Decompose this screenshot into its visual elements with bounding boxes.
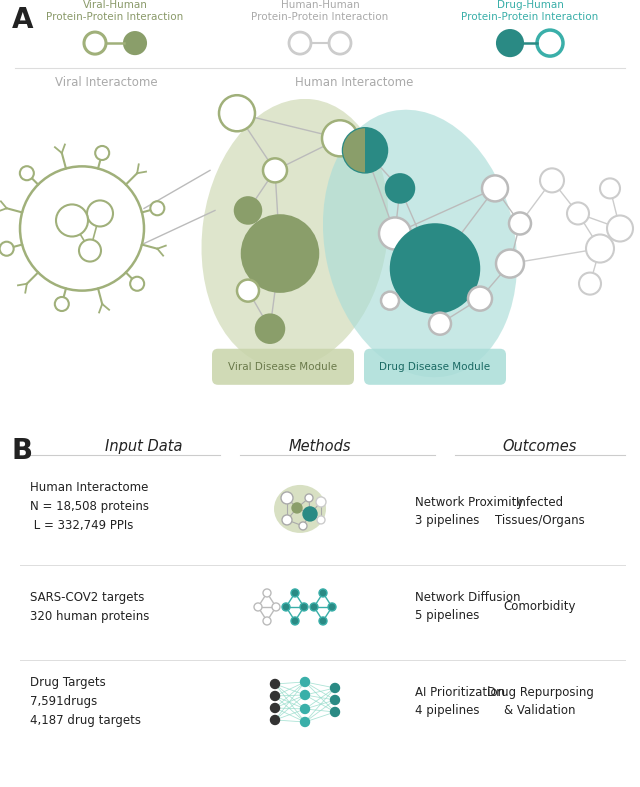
Circle shape [330,683,339,693]
Circle shape [391,224,479,312]
Circle shape [329,32,351,54]
Text: Network Proximity
3 pipelines: Network Proximity 3 pipelines [415,497,524,527]
Circle shape [540,168,564,192]
Circle shape [291,589,299,597]
Circle shape [55,297,69,311]
Circle shape [301,718,310,726]
Circle shape [272,603,280,611]
Text: SARS-COV2 targets
320 human proteins: SARS-COV2 targets 320 human proteins [30,591,149,623]
Circle shape [124,32,146,54]
Circle shape [219,95,255,131]
Text: Viral-Human
Protein-Protein Interaction: Viral-Human Protein-Protein Interaction [46,0,184,21]
Circle shape [343,128,387,172]
Text: A: A [12,6,33,34]
Circle shape [271,704,280,712]
Text: Human-Human
Protein-Protein Interaction: Human-Human Protein-Protein Interaction [252,0,388,21]
Circle shape [317,516,325,524]
Wedge shape [343,128,365,172]
Text: Input Data: Input Data [105,439,182,454]
Circle shape [242,216,318,292]
Circle shape [263,589,271,597]
Circle shape [292,503,302,513]
Circle shape [429,312,451,334]
Circle shape [322,120,358,157]
Circle shape [330,696,339,704]
Circle shape [300,603,308,611]
Circle shape [301,678,310,686]
Ellipse shape [274,485,326,533]
Circle shape [301,704,310,714]
Circle shape [497,30,523,56]
Wedge shape [365,128,387,172]
Circle shape [299,522,307,530]
Circle shape [84,32,106,54]
FancyBboxPatch shape [364,349,506,385]
Circle shape [316,497,326,507]
Circle shape [537,30,563,56]
Circle shape [235,198,261,224]
Circle shape [263,158,287,183]
Circle shape [130,277,144,290]
Circle shape [303,507,317,521]
Circle shape [586,235,614,263]
Circle shape [381,292,399,309]
Text: Infected
Tissues/Organs: Infected Tissues/Organs [495,497,585,527]
Circle shape [282,515,292,525]
Circle shape [95,146,109,160]
Circle shape [0,242,13,256]
Circle shape [150,201,164,216]
Text: Drug Disease Module: Drug Disease Module [380,362,491,371]
Circle shape [282,603,290,611]
Circle shape [579,272,601,294]
Circle shape [254,603,262,611]
Circle shape [20,166,144,290]
Circle shape [600,179,620,198]
Circle shape [289,32,311,54]
Circle shape [496,249,524,278]
Text: Viral Disease Module: Viral Disease Module [228,362,337,371]
Circle shape [607,216,633,242]
Circle shape [237,279,259,301]
Text: Comorbidity: Comorbidity [504,600,576,613]
Text: Human Interactome: Human Interactome [295,76,413,89]
Text: Drug Repurposing
& Validation: Drug Repurposing & Validation [486,686,593,718]
Circle shape [305,494,313,502]
Text: B: B [12,437,33,465]
Circle shape [87,201,113,227]
Circle shape [56,205,88,237]
Circle shape [271,692,280,700]
Circle shape [319,589,327,597]
Ellipse shape [202,99,388,368]
Text: Viral Interactome: Viral Interactome [55,76,157,89]
Circle shape [328,603,336,611]
Text: Drug Targets
7,591drugs
4,187 drug targets: Drug Targets 7,591drugs 4,187 drug targe… [30,677,141,727]
Circle shape [263,617,271,625]
Circle shape [20,166,34,180]
Circle shape [567,202,589,224]
Circle shape [319,617,327,625]
Text: Network Diffusion
5 pipelines: Network Diffusion 5 pipelines [415,592,520,623]
Circle shape [281,492,293,504]
Circle shape [310,603,318,611]
Circle shape [291,617,299,625]
Text: Human Interactome
N = 18,508 proteins
 L = 332,749 PPIs: Human Interactome N = 18,508 proteins L … [30,482,149,533]
Circle shape [379,217,411,249]
Circle shape [256,315,284,342]
Text: Drug-Human
Protein-Protein Interaction: Drug-Human Protein-Protein Interaction [461,0,598,21]
Circle shape [509,212,531,235]
Circle shape [79,239,101,261]
Circle shape [271,715,280,725]
Circle shape [301,690,310,700]
Text: AI Prioritization
4 pipelines: AI Prioritization 4 pipelines [415,686,505,718]
FancyBboxPatch shape [212,349,354,385]
Circle shape [271,679,280,689]
Ellipse shape [323,109,517,377]
Text: Outcomes: Outcomes [503,439,577,454]
Text: Methods: Methods [289,439,351,454]
Circle shape [482,176,508,201]
Circle shape [386,175,414,202]
Circle shape [468,286,492,311]
Circle shape [330,708,339,716]
